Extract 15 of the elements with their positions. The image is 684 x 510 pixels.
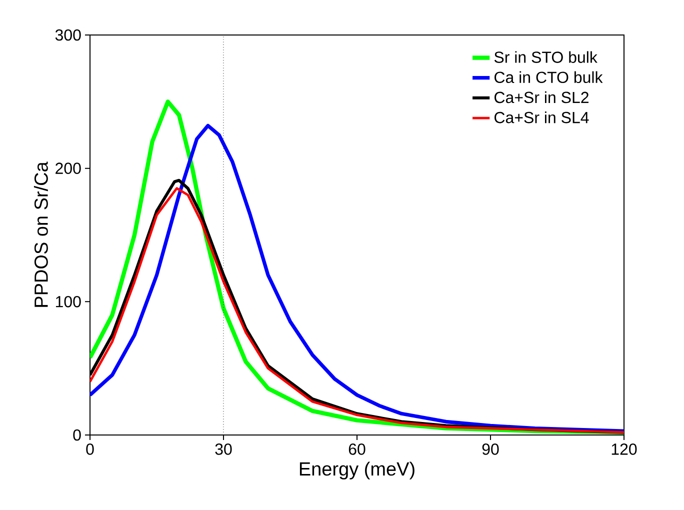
legend-label: Ca+Sr in SL4: [494, 111, 589, 124]
legend-label: Sr in STO bulk: [494, 51, 598, 63]
legend-label: Ca+Sr in SL2: [494, 91, 588, 104]
y-tick-label: 300: [55, 29, 81, 41]
x-tick-label: 120: [612, 444, 637, 455]
y-axis-title: PPDOS on Sr/Ca: [34, 162, 48, 307]
x-tick-label: 90: [482, 444, 499, 455]
y-tick-label: 100: [56, 296, 81, 308]
y-tick-label: 200: [56, 162, 81, 174]
x-tick-label: 30: [215, 444, 232, 455]
x-tick-label: 0: [86, 444, 94, 455]
y-tick-label: 0: [73, 429, 81, 441]
legend-label: Ca in CTO bulk: [494, 71, 603, 84]
x-axis-title: Energy (meV): [300, 462, 414, 480]
x-tick-label: 60: [348, 444, 366, 455]
